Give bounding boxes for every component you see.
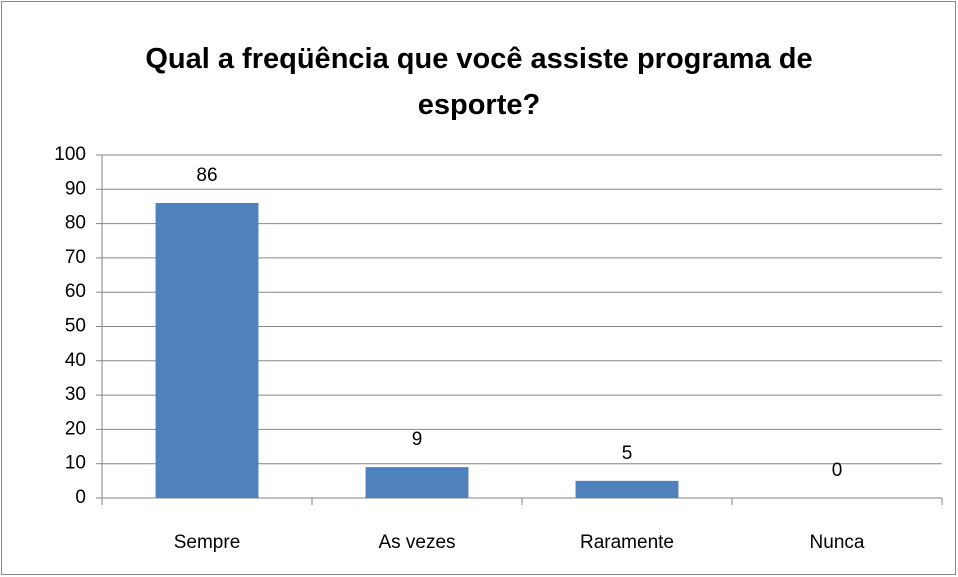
data-label: 86: [196, 165, 217, 186]
data-label: 9: [412, 429, 423, 450]
x-tick-label: Sempre: [174, 532, 241, 553]
y-tick-label: 10: [65, 453, 86, 474]
bar: [155, 203, 259, 498]
x-tick-label: Nunca: [810, 532, 865, 553]
y-tick-label: 70: [65, 247, 86, 268]
bar: [575, 480, 679, 498]
y-tick-label: 100: [54, 144, 86, 165]
x-tick-label: As vezes: [378, 532, 455, 553]
y-tick-label: 30: [65, 384, 86, 405]
data-label: 5: [622, 443, 633, 464]
y-tick-label: 80: [65, 213, 86, 234]
y-tick-label: 0: [75, 487, 86, 508]
y-tick-label: 40: [65, 350, 86, 371]
y-tick-label: 50: [65, 316, 86, 337]
bar: [365, 467, 469, 498]
chart-title: Qual a freqüência que você assiste progr…: [145, 43, 813, 121]
y-tick-label: 90: [65, 178, 86, 199]
x-tick-label: Raramente: [580, 532, 674, 553]
y-tick-label: 20: [65, 418, 86, 439]
y-tick-label: 60: [65, 281, 86, 302]
data-label: 0: [832, 460, 843, 481]
